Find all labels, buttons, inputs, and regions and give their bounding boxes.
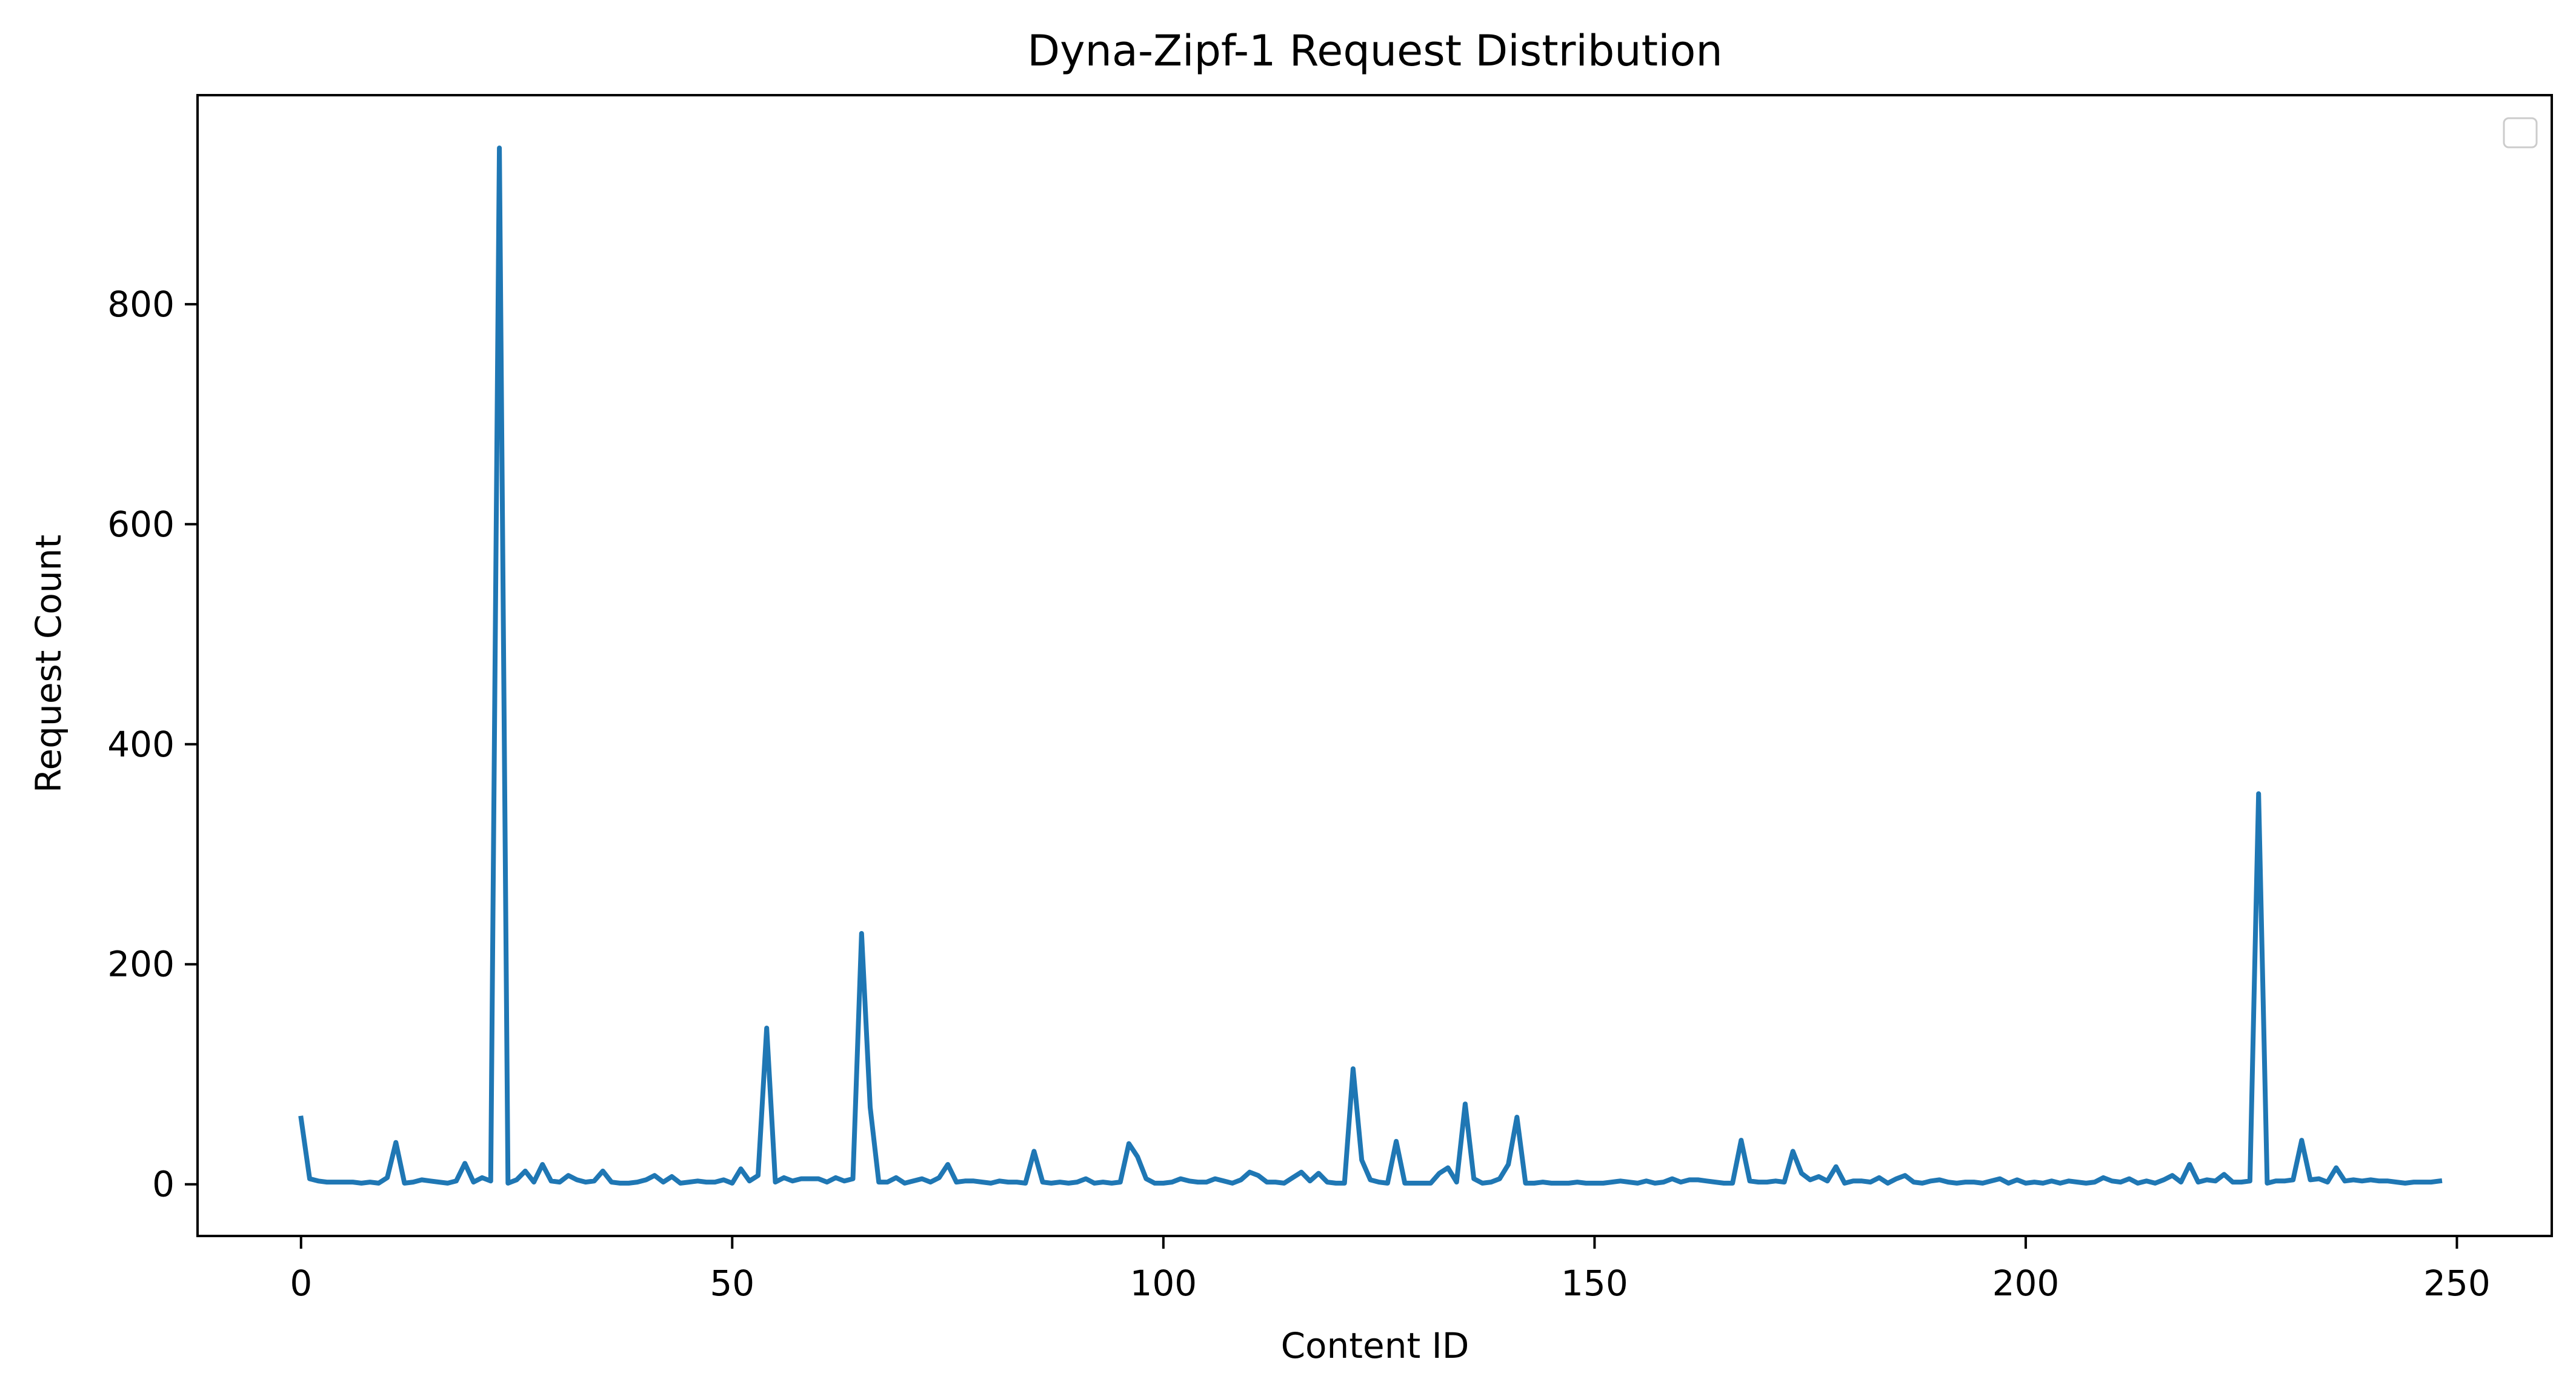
x-tick-label: 200: [1992, 1263, 2060, 1304]
y-tick-label: 0: [152, 1164, 175, 1205]
y-axis-ticks: 0 200 400 600 800: [107, 284, 198, 1205]
x-tick-label: 50: [710, 1263, 754, 1304]
y-tick-label: 200: [107, 944, 175, 985]
chart-title: Dyna-Zipf-1 Request Distribution: [1027, 26, 1723, 76]
series-layer: [298, 145, 2443, 1186]
x-axis-ticks: 0 50 100 150 200 250: [290, 1236, 2491, 1304]
y-axis-label: Request Count: [28, 535, 69, 793]
x-axis-label: Content ID: [1281, 1325, 1469, 1366]
plot-frame: [196, 94, 2553, 1237]
y-tick-label: 400: [107, 724, 175, 765]
series-line-0: [298, 145, 2443, 1186]
legend-box: [2503, 117, 2538, 149]
x-tick-label: 0: [290, 1263, 312, 1304]
x-tick-label: 100: [1130, 1263, 1197, 1304]
y-tick-label: 800: [107, 284, 175, 325]
y-tick-label: 600: [107, 504, 175, 545]
x-tick-label: 150: [1561, 1263, 1628, 1304]
x-tick-label: 250: [2423, 1263, 2491, 1304]
